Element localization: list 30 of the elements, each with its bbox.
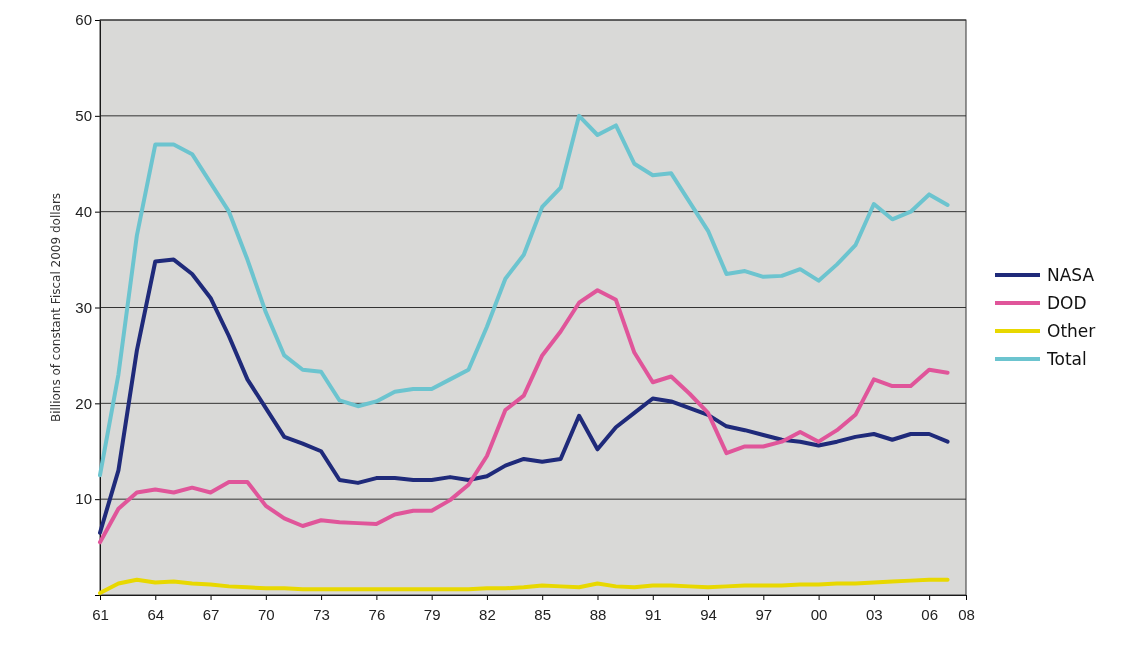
x-tick-label: 64 bbox=[147, 605, 165, 623]
x-tick-label: 00 bbox=[810, 605, 828, 623]
legend-label: NASA bbox=[1047, 264, 1095, 285]
x-tick-label: 03 bbox=[866, 605, 883, 623]
x-tick-label: 91 bbox=[644, 605, 662, 623]
legend-label: Other bbox=[1047, 320, 1096, 341]
y-tick-label: 50 bbox=[75, 107, 92, 125]
y-axis-title: Billions of constant Fiscal 2009 dollars bbox=[49, 192, 63, 423]
legend-label: Total bbox=[1046, 348, 1087, 369]
x-tick-label: 79 bbox=[423, 605, 441, 623]
x-tick-label: 97 bbox=[755, 605, 773, 623]
x-tick-label: 08 bbox=[958, 605, 975, 623]
x-tick-label: 88 bbox=[589, 605, 607, 623]
legend-label: DOD bbox=[1047, 292, 1087, 313]
y-tick-label: 10 bbox=[75, 490, 92, 508]
x-tick-label: 70 bbox=[257, 605, 275, 623]
x-tick-label: 06 bbox=[921, 605, 938, 623]
y-tick-label: 20 bbox=[75, 394, 92, 412]
y-tick-label: 60 bbox=[75, 11, 92, 29]
y-tick-label: 30 bbox=[75, 298, 92, 316]
x-tick-label: 73 bbox=[313, 605, 330, 623]
x-tick-label: 85 bbox=[534, 605, 552, 623]
line-series bbox=[98, 113, 950, 478]
y-tick-label: 40 bbox=[75, 202, 92, 220]
x-tick-label: 94 bbox=[700, 605, 717, 623]
x-tick-label: 61 bbox=[92, 605, 109, 623]
x-tick-label: 82 bbox=[479, 605, 496, 623]
x-tick-label: 76 bbox=[368, 605, 386, 623]
x-tick-label: 67 bbox=[202, 605, 220, 623]
line-series bbox=[98, 577, 950, 596]
